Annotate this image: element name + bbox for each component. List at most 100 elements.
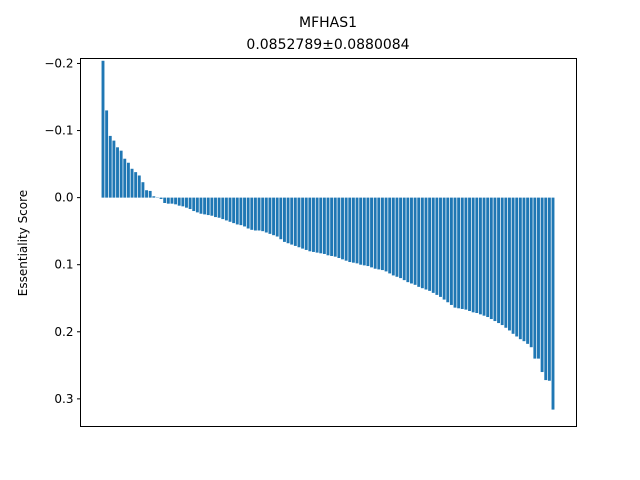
y-tick-label: 0.3 — [54, 392, 73, 406]
bar — [380, 197, 384, 271]
bar — [192, 197, 196, 212]
bar — [123, 158, 127, 198]
bar — [141, 182, 145, 198]
bar — [206, 197, 210, 216]
bar — [166, 197, 170, 204]
bar — [217, 197, 221, 218]
bar — [344, 197, 348, 261]
bar — [246, 197, 250, 229]
y-axis: −0.2 −0.1 0.0 0.1 0.2 0.3 — [44, 56, 81, 406]
bar — [279, 197, 283, 240]
bar — [290, 197, 294, 245]
bar — [272, 197, 276, 236]
bar — [341, 197, 344, 260]
bar — [544, 197, 548, 381]
bar — [402, 197, 406, 281]
y-tick-label: 0.0 — [54, 191, 73, 205]
bar — [464, 197, 468, 310]
bar — [185, 197, 188, 208]
bar — [199, 197, 203, 214]
bar — [145, 190, 148, 198]
y-tick-label: −0.2 — [44, 56, 73, 70]
bar — [170, 197, 174, 204]
bar — [446, 197, 450, 303]
bar — [116, 147, 119, 198]
bar — [348, 197, 352, 263]
bar — [119, 150, 123, 198]
bar — [410, 197, 413, 284]
bar — [232, 197, 236, 224]
bar — [308, 197, 312, 252]
bar — [435, 197, 439, 295]
bar — [370, 197, 373, 268]
bar — [159, 197, 163, 199]
bar — [257, 197, 261, 231]
bar — [453, 197, 457, 308]
bar — [283, 197, 286, 242]
bar — [163, 197, 167, 203]
bar — [449, 197, 453, 305]
bar — [333, 197, 337, 257]
bar — [253, 197, 257, 231]
y-tick-label: −0.1 — [44, 124, 73, 138]
y-axis-label: Essentiality Score — [16, 190, 30, 296]
bar — [112, 140, 116, 198]
bar — [551, 197, 555, 410]
bar — [268, 197, 272, 234]
bar — [355, 197, 359, 264]
bar — [497, 197, 501, 324]
bar — [457, 197, 461, 309]
bar — [326, 197, 330, 256]
bar — [478, 197, 482, 315]
bar — [526, 197, 530, 344]
bar — [188, 197, 192, 210]
bar — [475, 197, 479, 313]
bar — [337, 197, 341, 258]
bar — [301, 197, 305, 249]
bar — [214, 197, 217, 218]
bar — [203, 197, 207, 215]
bar — [137, 175, 141, 198]
bar — [522, 197, 526, 342]
y-tick-label: 0.2 — [54, 325, 73, 339]
bar — [221, 197, 225, 220]
bar — [384, 197, 388, 272]
bar — [547, 197, 551, 381]
bar — [264, 197, 268, 233]
y-tick-label: 0.1 — [54, 258, 73, 272]
bar — [210, 197, 214, 216]
bars-group — [101, 60, 555, 410]
bar — [362, 197, 366, 266]
bar — [286, 197, 290, 244]
bar — [134, 172, 138, 198]
bar — [471, 197, 475, 313]
bar — [460, 197, 464, 309]
bar — [228, 197, 232, 222]
bar — [417, 197, 421, 287]
bar — [195, 197, 199, 213]
bar — [319, 197, 323, 254]
bar — [533, 197, 537, 359]
bar — [373, 197, 377, 269]
bar — [330, 197, 334, 256]
bar — [518, 197, 522, 340]
bar — [391, 197, 395, 276]
bar — [174, 197, 178, 205]
bar — [439, 197, 442, 297]
plot-frame — [80, 58, 577, 427]
bar — [399, 197, 403, 279]
bar — [275, 197, 279, 237]
bar — [304, 197, 308, 250]
bar — [293, 197, 297, 246]
bar — [177, 197, 181, 206]
bar — [243, 197, 246, 227]
bar — [315, 197, 319, 253]
bar — [431, 197, 435, 293]
bar — [504, 197, 508, 328]
bar — [420, 197, 424, 289]
bar — [105, 110, 109, 198]
bar — [261, 197, 265, 232]
bar — [540, 197, 544, 373]
bar — [511, 197, 515, 334]
